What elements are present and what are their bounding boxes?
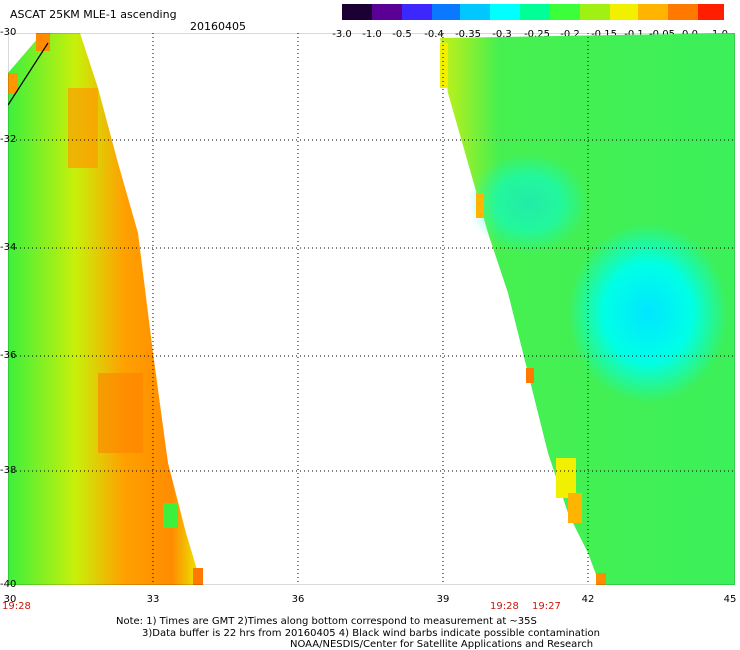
colorbar-label: -0.35 (455, 29, 481, 40)
swath-time: 19:28 (490, 601, 519, 612)
note-line: Note: 1) Times are GMT 2)Times along bot… (116, 616, 537, 627)
colorbar-label: -0.5 (392, 29, 412, 40)
colorbar-label: -0.25 (524, 29, 550, 40)
graticule (8, 33, 735, 585)
lat-label: -30 (0, 27, 17, 38)
coastline (8, 42, 49, 106)
west-swath-block (68, 88, 98, 168)
colorbar-label: -0.4 (424, 29, 444, 40)
colorbar-segment (432, 4, 460, 20)
colorbar-segment (460, 4, 490, 20)
colorbar-label: -0.1 (624, 29, 644, 40)
colorbar-segment (668, 4, 698, 20)
east-swath-cyan (568, 223, 728, 403)
wind-map (8, 33, 735, 585)
east-swath-block (440, 43, 448, 88)
west-swath-block (8, 73, 18, 93)
east-swath-block (476, 193, 484, 218)
colorbar-label: -1.0 (362, 29, 382, 40)
colorbar-segment (520, 4, 550, 20)
swath-time: 19:28 (2, 601, 31, 612)
lon-label: 33 (146, 594, 160, 605)
colorbar-label: -3.0 (332, 29, 352, 40)
note-line: 3)Data buffer is 22 hrs from 20160405 4)… (142, 628, 600, 639)
colorbar-label: -0.2 (560, 29, 580, 40)
east-swath-block (596, 573, 606, 585)
lon-label: 36 (291, 594, 305, 605)
colorbar-segment (490, 4, 520, 20)
lon-label: 45 (723, 594, 737, 605)
colorbar-segment (610, 4, 638, 20)
colorbar-segment (698, 4, 724, 20)
lat-label: -36 (0, 350, 17, 361)
west-swath (8, 33, 201, 585)
colorbar-segment (550, 4, 580, 20)
lon-label: 39 (436, 594, 450, 605)
colorbar-label: -0.15 (591, 29, 617, 40)
colorbar-segment (580, 4, 610, 20)
west-swath-block (193, 568, 203, 585)
west-swath-block (163, 503, 178, 528)
lon-label: 30 (3, 594, 17, 605)
lat-label: -38 (0, 465, 17, 476)
west-swath-block (36, 33, 50, 51)
lat-label: -40 (0, 579, 17, 590)
map-title: ASCAT 25KM MLE-1 ascending (10, 8, 177, 21)
colorbar-segment (402, 4, 432, 20)
east-swath-block (526, 368, 534, 383)
east-swath-block (568, 493, 582, 523)
east-swath-cyan (468, 153, 588, 253)
map-date: 20160405 (190, 20, 246, 33)
west-swath-block (98, 373, 143, 453)
colorbar-segment (638, 4, 668, 20)
colorbar: -3.0 -1.0 -0.5 -0.4 -0.35 -0.3 -0.25 -0.… (332, 4, 728, 40)
colorbar-label: -0.3 (492, 29, 512, 40)
swath-time: 19:27 (532, 601, 561, 612)
colorbar-segment (342, 4, 372, 20)
colorbar-segment (372, 4, 402, 20)
east-swath-block (556, 458, 576, 498)
note-line: NOAA/NESDIS/Center for Satellite Applica… (290, 639, 594, 650)
lat-label: -32 (0, 134, 17, 145)
lat-label: -34 (0, 242, 17, 253)
lon-label: 42 (581, 594, 595, 605)
